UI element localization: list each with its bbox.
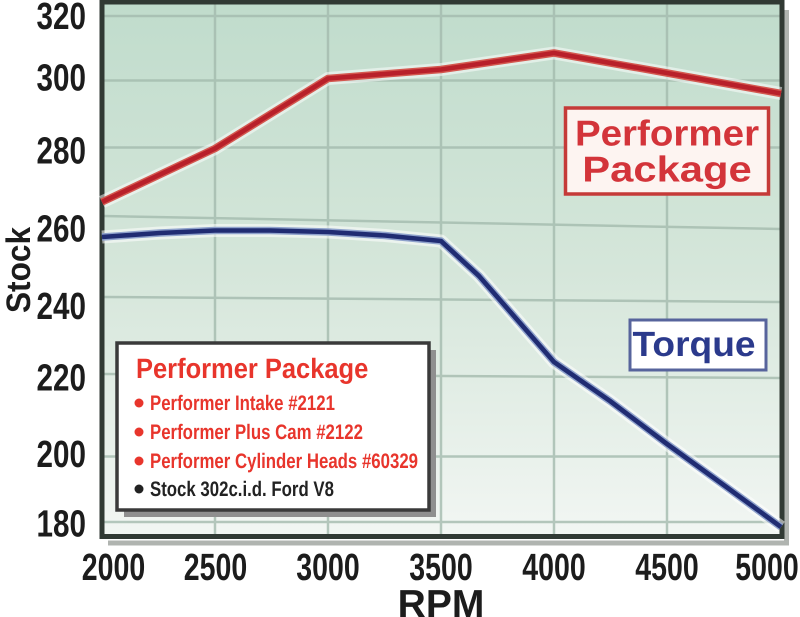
svg-text:2000: 2000	[82, 547, 145, 589]
svg-text:180: 180	[37, 504, 86, 546]
svg-text:Performer Cylinder Heads #6032: Performer Cylinder Heads #60329	[150, 450, 418, 473]
svg-text:Performer Intake #2121: Performer Intake #2121	[150, 392, 335, 415]
svg-text:4500: 4500	[635, 547, 698, 589]
svg-text:Performer: Performer	[575, 113, 759, 154]
svg-text:Torque: Torque	[633, 325, 756, 364]
svg-text:300: 300	[37, 58, 86, 100]
svg-text:2500: 2500	[184, 547, 247, 589]
svg-text:260: 260	[37, 209, 86, 251]
svg-text:280: 280	[37, 131, 86, 173]
svg-text:Stock 302c.i.d. Ford V8: Stock 302c.i.d. Ford V8	[150, 478, 334, 501]
svg-text:Stock: Stock	[0, 227, 38, 313]
svg-text:5000: 5000	[735, 547, 798, 589]
svg-text:Performer Package: Performer Package	[136, 353, 368, 384]
svg-text:Package: Package	[582, 149, 751, 190]
svg-text:240: 240	[37, 286, 86, 328]
svg-text:Performer Plus Cam #2122: Performer Plus Cam #2122	[150, 421, 363, 444]
svg-text:3500: 3500	[409, 547, 472, 589]
svg-text:RPM: RPM	[398, 583, 485, 617]
svg-text:3000: 3000	[296, 547, 359, 589]
svg-text:320: 320	[37, 0, 86, 38]
svg-text:220: 220	[37, 358, 86, 400]
svg-text:4000: 4000	[522, 547, 585, 589]
svg-text:200: 200	[37, 434, 86, 476]
